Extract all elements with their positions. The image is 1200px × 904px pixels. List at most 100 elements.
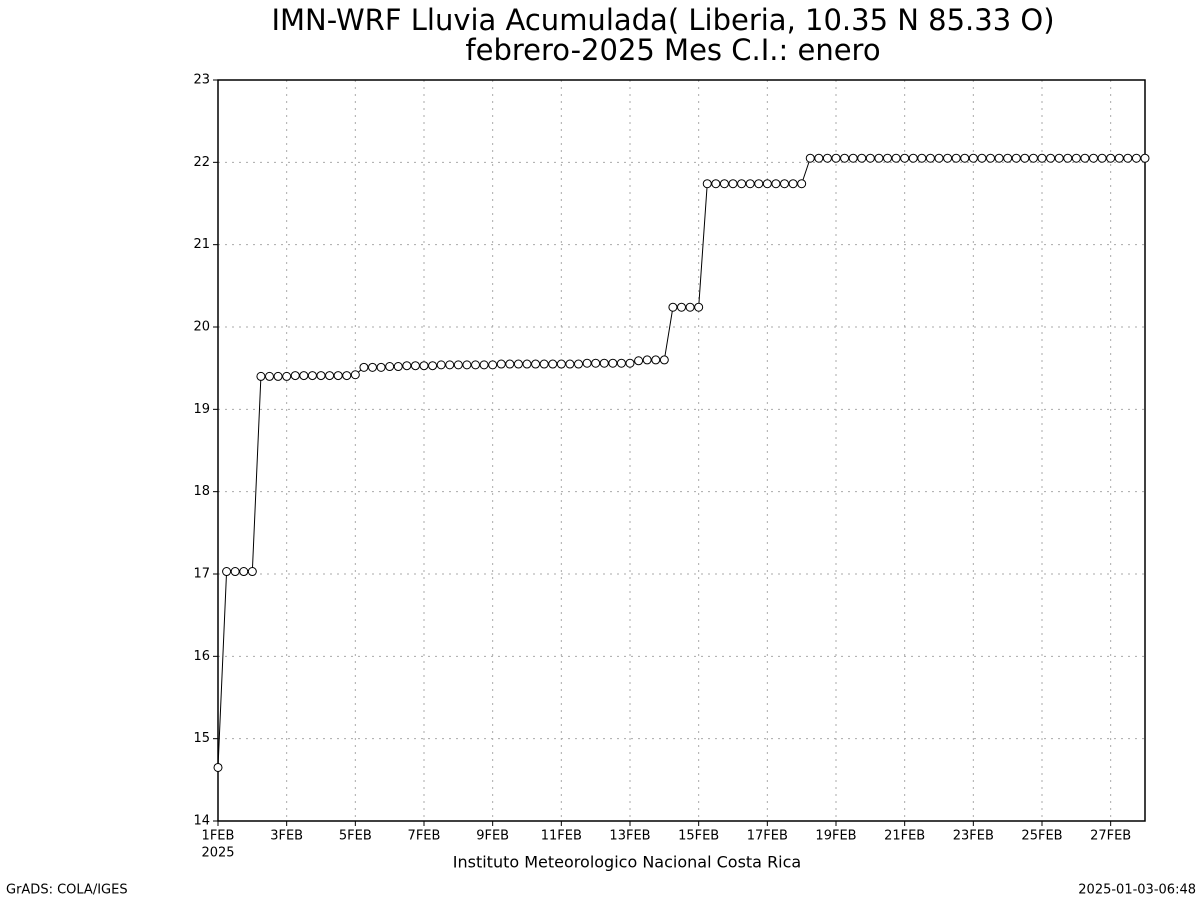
data-point [333, 371, 343, 381]
data-point [831, 153, 841, 163]
data-point [685, 302, 695, 312]
data-point [368, 362, 377, 372]
data-point [505, 359, 515, 369]
x-tick-label: 13FEB [609, 829, 650, 844]
data-point [814, 153, 824, 163]
data-point [745, 179, 755, 189]
data-point [350, 370, 360, 380]
x-tick-label: 11FEB [541, 829, 582, 844]
data-point [934, 153, 944, 163]
data-point [883, 153, 892, 163]
x-tick-label: 9FEB [476, 829, 509, 844]
x-tick-label: 25FEB [1021, 829, 1062, 844]
x-tick-label: 15FEB [678, 829, 719, 844]
data-point [574, 359, 583, 369]
data-point [565, 359, 575, 369]
data-point [780, 179, 789, 189]
data-point [247, 567, 257, 577]
data-point [1020, 153, 1030, 163]
data-point [385, 362, 395, 372]
data-point [960, 153, 970, 163]
data-point [1003, 153, 1013, 163]
data-point [702, 179, 712, 189]
x-tick-label: 19FEB [815, 829, 856, 844]
data-point [239, 567, 249, 577]
data-point [256, 371, 266, 381]
x-year-label: 2025 [201, 846, 234, 861]
data-point [625, 358, 635, 368]
data-point [410, 361, 420, 371]
data-point [659, 355, 669, 365]
data-point [822, 153, 832, 163]
timestamp: 2025-01-03-06:48 [1078, 883, 1196, 898]
data-point [471, 360, 480, 370]
data-point [951, 153, 961, 163]
data-point [634, 356, 644, 366]
data-point [419, 361, 429, 371]
data-point [299, 371, 309, 381]
x-tick-label: 23FEB [953, 829, 994, 844]
data-point [325, 371, 335, 381]
data-point [754, 179, 764, 189]
data-point [428, 361, 438, 371]
data-point [265, 371, 274, 381]
x-tick-label: 17FEB [747, 829, 788, 844]
data-point [222, 567, 232, 577]
y-tick-label: 17 [193, 567, 210, 582]
data-point [479, 360, 489, 370]
footer: Instituto Meteorologico Nacional Costa R… [453, 853, 801, 872]
data-point [977, 153, 987, 163]
x-tick-label: 5FEB [339, 829, 372, 844]
data-point [1080, 153, 1090, 163]
data-point [874, 153, 884, 163]
x-tick-label: 7FEB [408, 829, 441, 844]
data-point [582, 358, 592, 368]
y-tick-label: 18 [193, 484, 210, 499]
data-point [848, 153, 858, 163]
data-point [677, 302, 686, 312]
data-point [865, 153, 875, 163]
data-point [1131, 153, 1141, 163]
data-point [719, 179, 729, 189]
data-point [445, 360, 455, 370]
chart-subtitle: febrero-2025 Mes C.I.: enero [465, 33, 880, 67]
data-point [539, 359, 549, 369]
data-point [694, 302, 704, 312]
x-tick-label: 1FEB [202, 829, 235, 844]
data-point [531, 359, 541, 369]
data-point [891, 153, 901, 163]
y-tick-label: 19 [193, 402, 210, 417]
credit: GrADS: COLA/IGES [6, 883, 128, 898]
data-point [608, 358, 618, 368]
data-point [1114, 153, 1124, 163]
data-point [857, 153, 867, 163]
data-point [1071, 153, 1081, 163]
data-point [342, 371, 352, 381]
data-point [1063, 153, 1073, 163]
data-point [642, 355, 652, 365]
data-point [273, 371, 283, 381]
data-point [548, 359, 558, 369]
data-point [1054, 153, 1064, 163]
data-point [788, 179, 798, 189]
data-point [737, 179, 747, 189]
y-tick-label: 15 [193, 731, 210, 746]
data-point [986, 153, 995, 163]
data-point [943, 153, 953, 163]
data-point [591, 358, 601, 368]
data-point [1037, 153, 1047, 163]
data-point [462, 360, 472, 370]
data-point [453, 360, 463, 370]
data-point [513, 359, 523, 369]
data-point [994, 153, 1004, 163]
data-point [230, 567, 240, 577]
data-point [393, 362, 403, 372]
plot-frame [217, 79, 1146, 822]
data-point [771, 179, 781, 189]
data-point [376, 362, 386, 372]
data-point [1089, 153, 1098, 163]
data-point [213, 762, 223, 772]
data-point [1046, 153, 1056, 163]
